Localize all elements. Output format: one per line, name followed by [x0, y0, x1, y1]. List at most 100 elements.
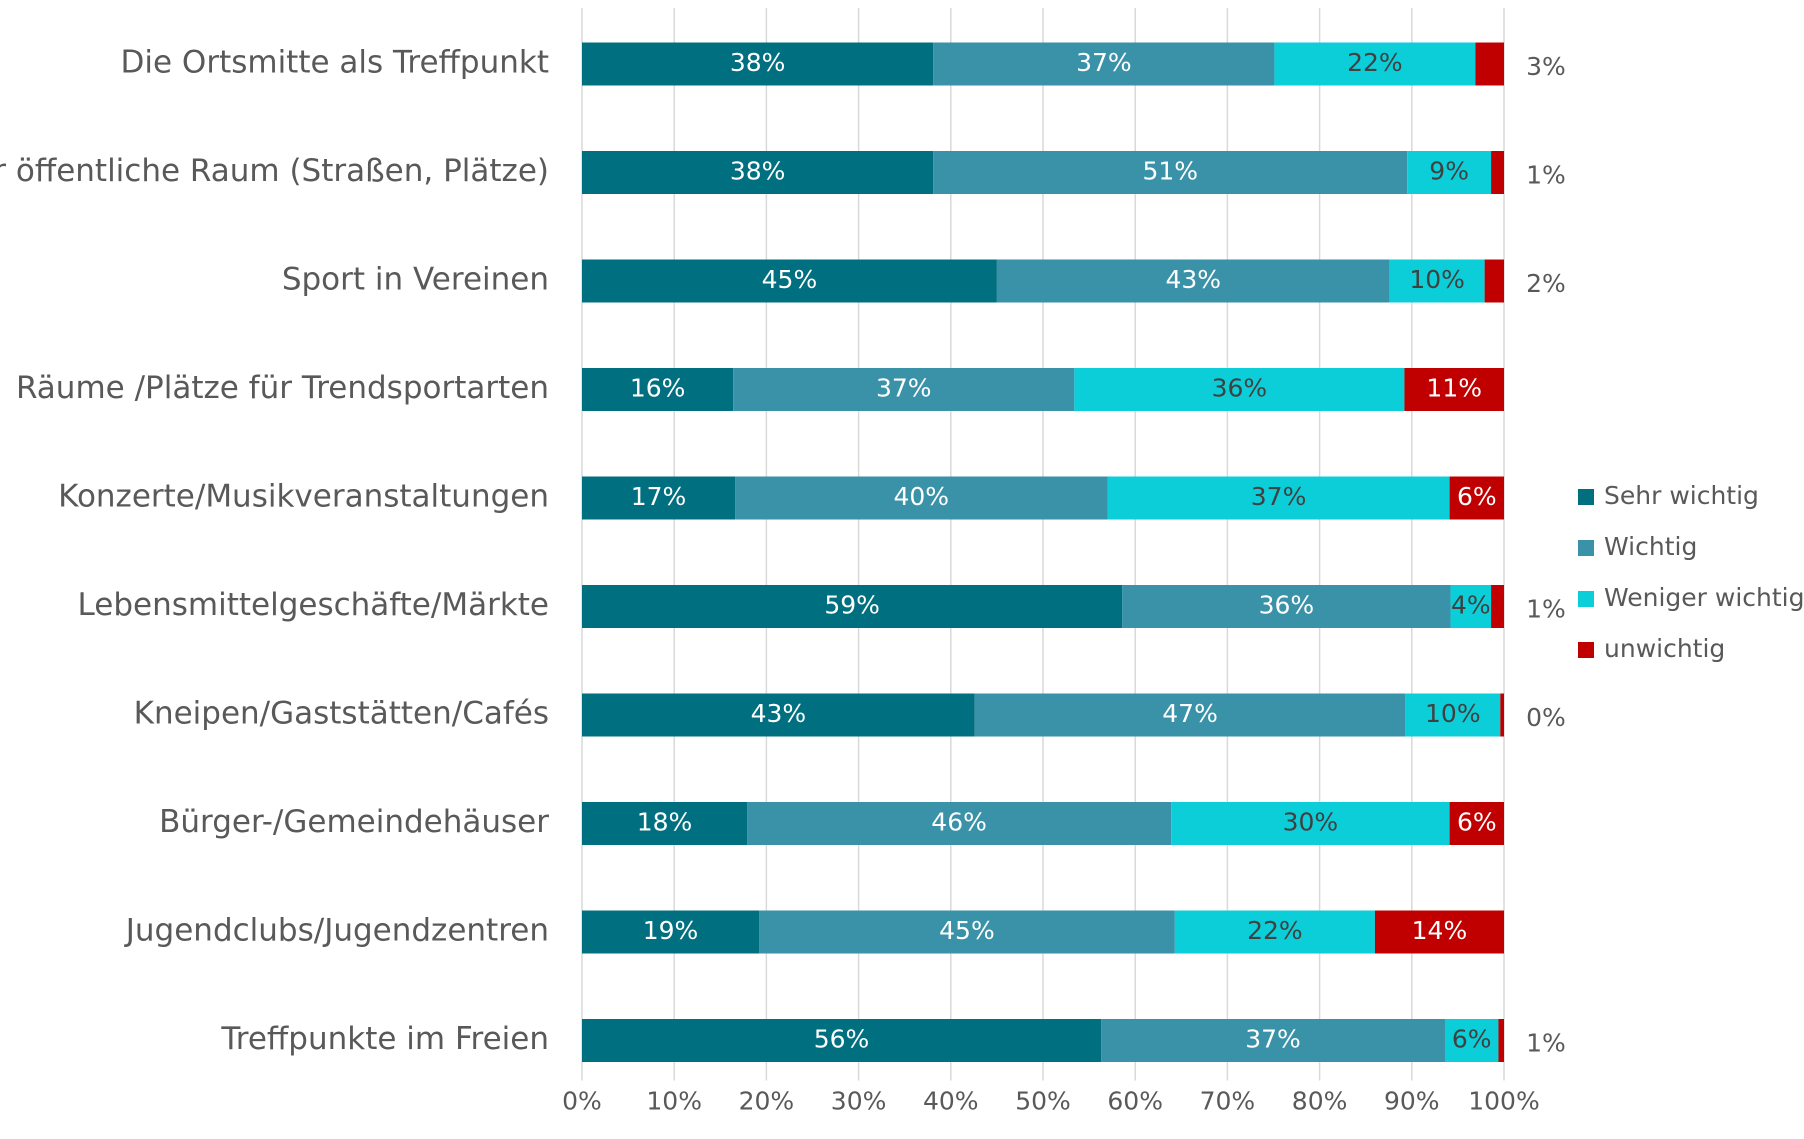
data-label: 37% — [876, 374, 932, 403]
bar-segment — [1475, 42, 1504, 86]
data-label: 3% — [1526, 52, 1566, 81]
legend-label: Sehr wichtig — [1604, 481, 1759, 510]
bar-segment — [1491, 151, 1504, 194]
data-label: 38% — [730, 157, 786, 186]
data-label: 10% — [1425, 699, 1481, 728]
data-label: 56% — [814, 1025, 870, 1054]
data-label: 11% — [1426, 374, 1482, 403]
bar-segment — [974, 693, 1406, 737]
bar-segment — [1171, 802, 1450, 845]
data-label: 9% — [1429, 157, 1469, 186]
data-label: 17% — [631, 482, 687, 511]
data-label: 43% — [1165, 265, 1221, 294]
data-label: 46% — [931, 808, 987, 837]
data-label: 6% — [1457, 482, 1497, 511]
bar-segment — [1405, 693, 1501, 737]
bar-segment — [1107, 476, 1450, 520]
bar-segment — [582, 693, 975, 737]
x-tick-label: 10% — [646, 1087, 702, 1116]
x-tick-label: 40% — [923, 1087, 979, 1116]
data-label: 30% — [1283, 808, 1339, 837]
data-label: 36% — [1259, 591, 1315, 620]
data-label: 43% — [751, 699, 807, 728]
x-tick-label: 90% — [1384, 1087, 1440, 1116]
data-label: 19% — [643, 916, 699, 945]
x-tick-label: 0% — [562, 1087, 602, 1116]
data-label: 1% — [1526, 1029, 1566, 1058]
data-label: 51% — [1142, 157, 1198, 186]
bar-segment — [1122, 585, 1451, 628]
data-label: 10% — [1409, 265, 1465, 294]
category-label: Kneipen/Gaststätten/Cafés — [134, 696, 549, 732]
bar-segment — [1444, 1019, 1499, 1062]
x-tick-label: 30% — [831, 1087, 887, 1116]
data-label: 38% — [730, 48, 786, 77]
category-label: Der öffentliche Raum (Straßen, Plätze) — [0, 153, 549, 189]
bar-segment — [933, 151, 1408, 194]
bar-segment — [1484, 259, 1504, 303]
bar-segment — [1404, 368, 1504, 411]
data-label: 45% — [939, 916, 995, 945]
x-tick-label: 50% — [1015, 1087, 1071, 1116]
bar-segment — [582, 42, 934, 86]
data-label: 37% — [1076, 48, 1132, 77]
bar-segment — [1407, 151, 1492, 194]
category-label: Räume /Plätze für Trendsportarten — [16, 370, 549, 406]
data-label: 4% — [1451, 591, 1491, 620]
category-label: Treffpunkte im Freien — [220, 1021, 549, 1057]
legend-label: unwichtig — [1604, 634, 1725, 663]
x-tick-label: 100% — [1468, 1087, 1539, 1116]
category-label: Sport in Vereinen — [282, 262, 549, 298]
category-label: Bürger-/Gemeindehäuser — [159, 804, 549, 840]
category-label: Jugendclubs/Jugendzentren — [124, 913, 549, 949]
data-label: 14% — [1412, 916, 1468, 945]
bar-segment — [1374, 910, 1504, 954]
legend-label: Wichtig — [1604, 532, 1697, 561]
bar-segment — [1449, 802, 1504, 845]
bar-segment — [582, 368, 734, 411]
bar-segment — [747, 802, 1172, 845]
data-label: 16% — [630, 374, 686, 403]
bar-segment — [1174, 910, 1375, 954]
bar-segment — [1101, 1019, 1445, 1062]
bar-segment — [1274, 42, 1476, 86]
bar-segment — [733, 368, 1075, 411]
bar-segment — [582, 476, 736, 520]
data-label: 47% — [1162, 699, 1218, 728]
data-label: 59% — [824, 591, 880, 620]
bar-segment — [582, 259, 997, 303]
data-label: 22% — [1347, 48, 1403, 77]
data-label: 6% — [1457, 808, 1497, 837]
legend-label: Weniger wichtig — [1604, 583, 1804, 612]
bar-segment — [582, 1019, 1102, 1062]
data-label: 45% — [762, 265, 818, 294]
category-label: Die Ortsmitte als Treffpunkt — [121, 45, 549, 81]
legend-swatch — [1578, 540, 1594, 556]
bar-segment — [735, 476, 1108, 520]
data-label: 37% — [1245, 1025, 1301, 1054]
bar-segment — [1449, 476, 1504, 520]
data-label: 37% — [1251, 482, 1307, 511]
bar-segment — [582, 802, 748, 845]
bar-segment — [582, 585, 1123, 628]
category-label: Lebensmittelgeschäfte/Märkte — [78, 587, 549, 623]
bar-segment — [759, 910, 1175, 954]
data-label: 22% — [1247, 916, 1303, 945]
data-label: 1% — [1526, 595, 1566, 624]
data-label: 0% — [1526, 703, 1566, 732]
bar-segment — [933, 42, 1275, 86]
x-tick-label: 80% — [1292, 1087, 1348, 1116]
bar-segment — [1491, 585, 1504, 628]
legend-swatch — [1578, 489, 1594, 505]
data-label: 1% — [1526, 161, 1566, 190]
bar-segment — [1389, 259, 1485, 303]
bar-segment — [996, 259, 1390, 303]
bar-segment — [582, 151, 934, 194]
legend-swatch — [1578, 591, 1594, 607]
data-label: 2% — [1526, 269, 1566, 298]
data-label: 36% — [1212, 374, 1268, 403]
bar-segment — [582, 910, 760, 954]
bar-segment — [1074, 368, 1405, 411]
data-label: 6% — [1452, 1025, 1492, 1054]
